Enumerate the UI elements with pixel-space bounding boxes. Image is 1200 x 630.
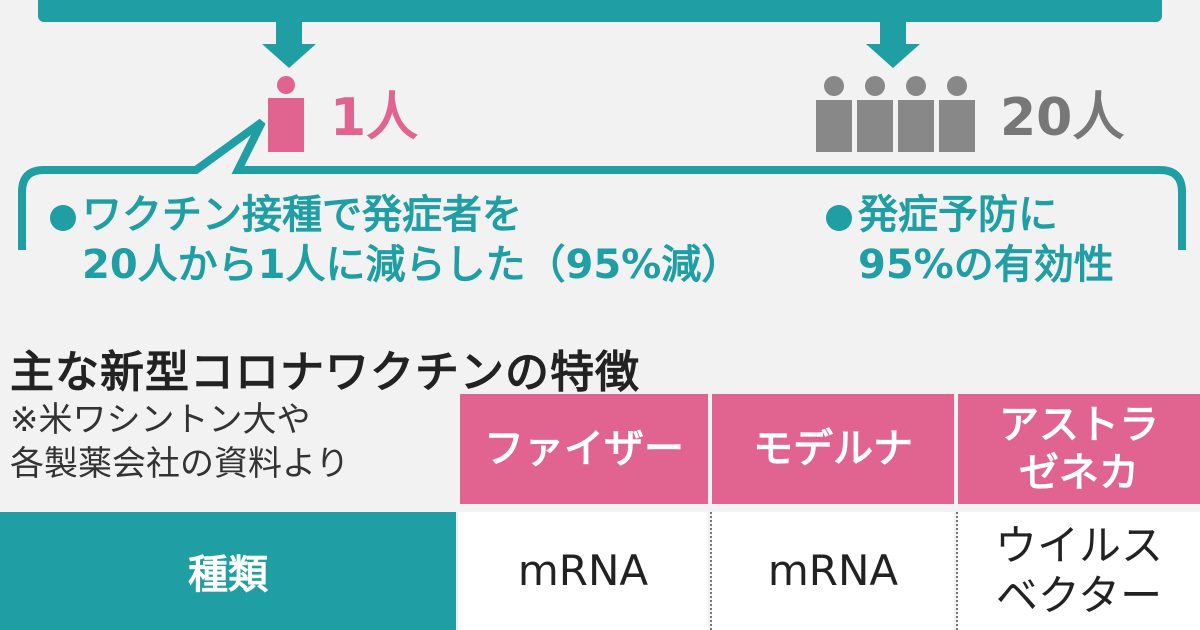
left-note-line1: ワクチン接種で発症者を [82, 192, 522, 238]
cell-pfizer-type: mRNA [458, 512, 708, 630]
cell-divider [956, 512, 958, 630]
speech-bracket [18, 118, 1186, 250]
top-banner [38, 0, 1162, 22]
header-pfizer: ファイザー [460, 394, 708, 504]
right-note-line1: 発症予防に [858, 192, 1058, 238]
header-astrazeneca: アストラ ゼネカ [958, 394, 1200, 504]
right-count-label: 20人 [1000, 88, 1125, 148]
source-note: ※米ワシントン大や 各製薬会社の資料より [10, 398, 349, 486]
cell-divider [710, 512, 712, 630]
source-note-line1: ※米ワシントン大や [10, 400, 311, 440]
cell-astrazeneca-type: ウイルス ベクター [958, 512, 1200, 630]
left-note: ワクチン接種で発症者を 20人から1人に減らした（95%減） [50, 190, 741, 290]
right-note: 発症予防に 95%の有効性 [826, 190, 1114, 290]
section-title: 主な新型コロナワクチンの特徴 [10, 347, 640, 398]
people-icon-gray [816, 76, 976, 152]
header-moderna: モデルナ [712, 394, 954, 504]
right-note-line2: 95%の有効性 [858, 242, 1114, 288]
bullet-icon [50, 205, 76, 231]
bullet-icon [826, 205, 852, 231]
left-count-label: 1人 [330, 88, 419, 148]
left-arrow-stem [276, 20, 302, 46]
right-arrow-stem [880, 20, 906, 46]
right-down-arrow-icon [866, 44, 920, 68]
cell-moderna-type: mRNA [712, 512, 954, 630]
source-note-line2: 各製薬会社の資料より [10, 444, 350, 484]
row-label-type: 種類 [0, 512, 456, 630]
left-note-line2: 20人から1人に減らした（95%減） [82, 242, 742, 288]
left-down-arrow-icon [262, 44, 316, 68]
person-icon-pink [266, 76, 306, 152]
